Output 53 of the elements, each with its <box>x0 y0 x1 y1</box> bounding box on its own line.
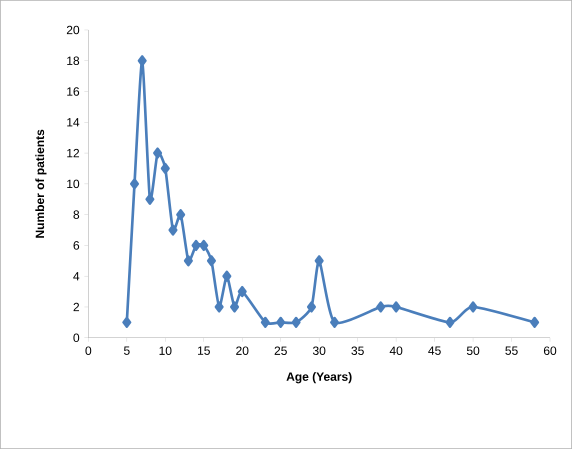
point <box>168 224 178 236</box>
point <box>184 255 193 266</box>
point <box>468 301 478 313</box>
point <box>230 301 240 313</box>
point <box>130 178 140 190</box>
point <box>330 316 340 328</box>
y-tick-label: 12 <box>67 148 80 158</box>
x-tick-label: 50 <box>466 346 480 355</box>
y-axis-title: Number of patients <box>35 130 46 238</box>
x-tick-label: 5 <box>124 346 130 355</box>
x-tick-label: 55 <box>505 346 518 355</box>
point <box>153 147 162 159</box>
x-tick-label: 45 <box>428 346 441 355</box>
x-tick-label: 10 <box>160 346 172 355</box>
y-tick-label: 8 <box>73 210 80 219</box>
x-tick-label: 30 <box>312 346 326 355</box>
point <box>214 301 224 313</box>
point <box>260 316 270 328</box>
point <box>530 316 540 328</box>
point <box>222 270 232 282</box>
y-tick-label: 18 <box>67 56 80 65</box>
y-tick-label: 4 <box>73 272 80 280</box>
x-tick-label: 40 <box>390 346 402 355</box>
x-tick-label: 20 <box>236 346 248 355</box>
point <box>376 301 386 313</box>
point <box>206 255 216 266</box>
x-tick-label: 25 <box>274 346 287 355</box>
point <box>199 240 208 251</box>
point <box>292 316 301 328</box>
y-tick-label: 0 <box>73 333 80 342</box>
point <box>238 286 247 298</box>
y-tick-label: 20 <box>66 26 80 34</box>
y-tick-label: 6 <box>74 241 80 250</box>
point <box>176 209 186 220</box>
point <box>306 301 316 313</box>
point <box>392 301 401 313</box>
y-tick-label: 16 <box>67 87 80 96</box>
point <box>445 316 455 328</box>
point <box>145 194 154 205</box>
point <box>122 316 132 328</box>
y-tick-label: 14 <box>67 118 80 126</box>
x-tick-label: 0 <box>85 346 92 355</box>
y-tick-label: 10 <box>67 180 80 188</box>
point <box>276 316 286 328</box>
x-axis-title: Age (Years) <box>286 372 352 384</box>
x-tick-label: 15 <box>198 346 210 355</box>
point <box>192 240 201 251</box>
point <box>314 255 324 266</box>
point <box>160 162 170 174</box>
x-tick-label: 35 <box>351 346 364 355</box>
x-tick-label: 60 <box>544 346 556 355</box>
point <box>138 55 147 66</box>
y-tick-label: 2 <box>74 302 80 312</box>
